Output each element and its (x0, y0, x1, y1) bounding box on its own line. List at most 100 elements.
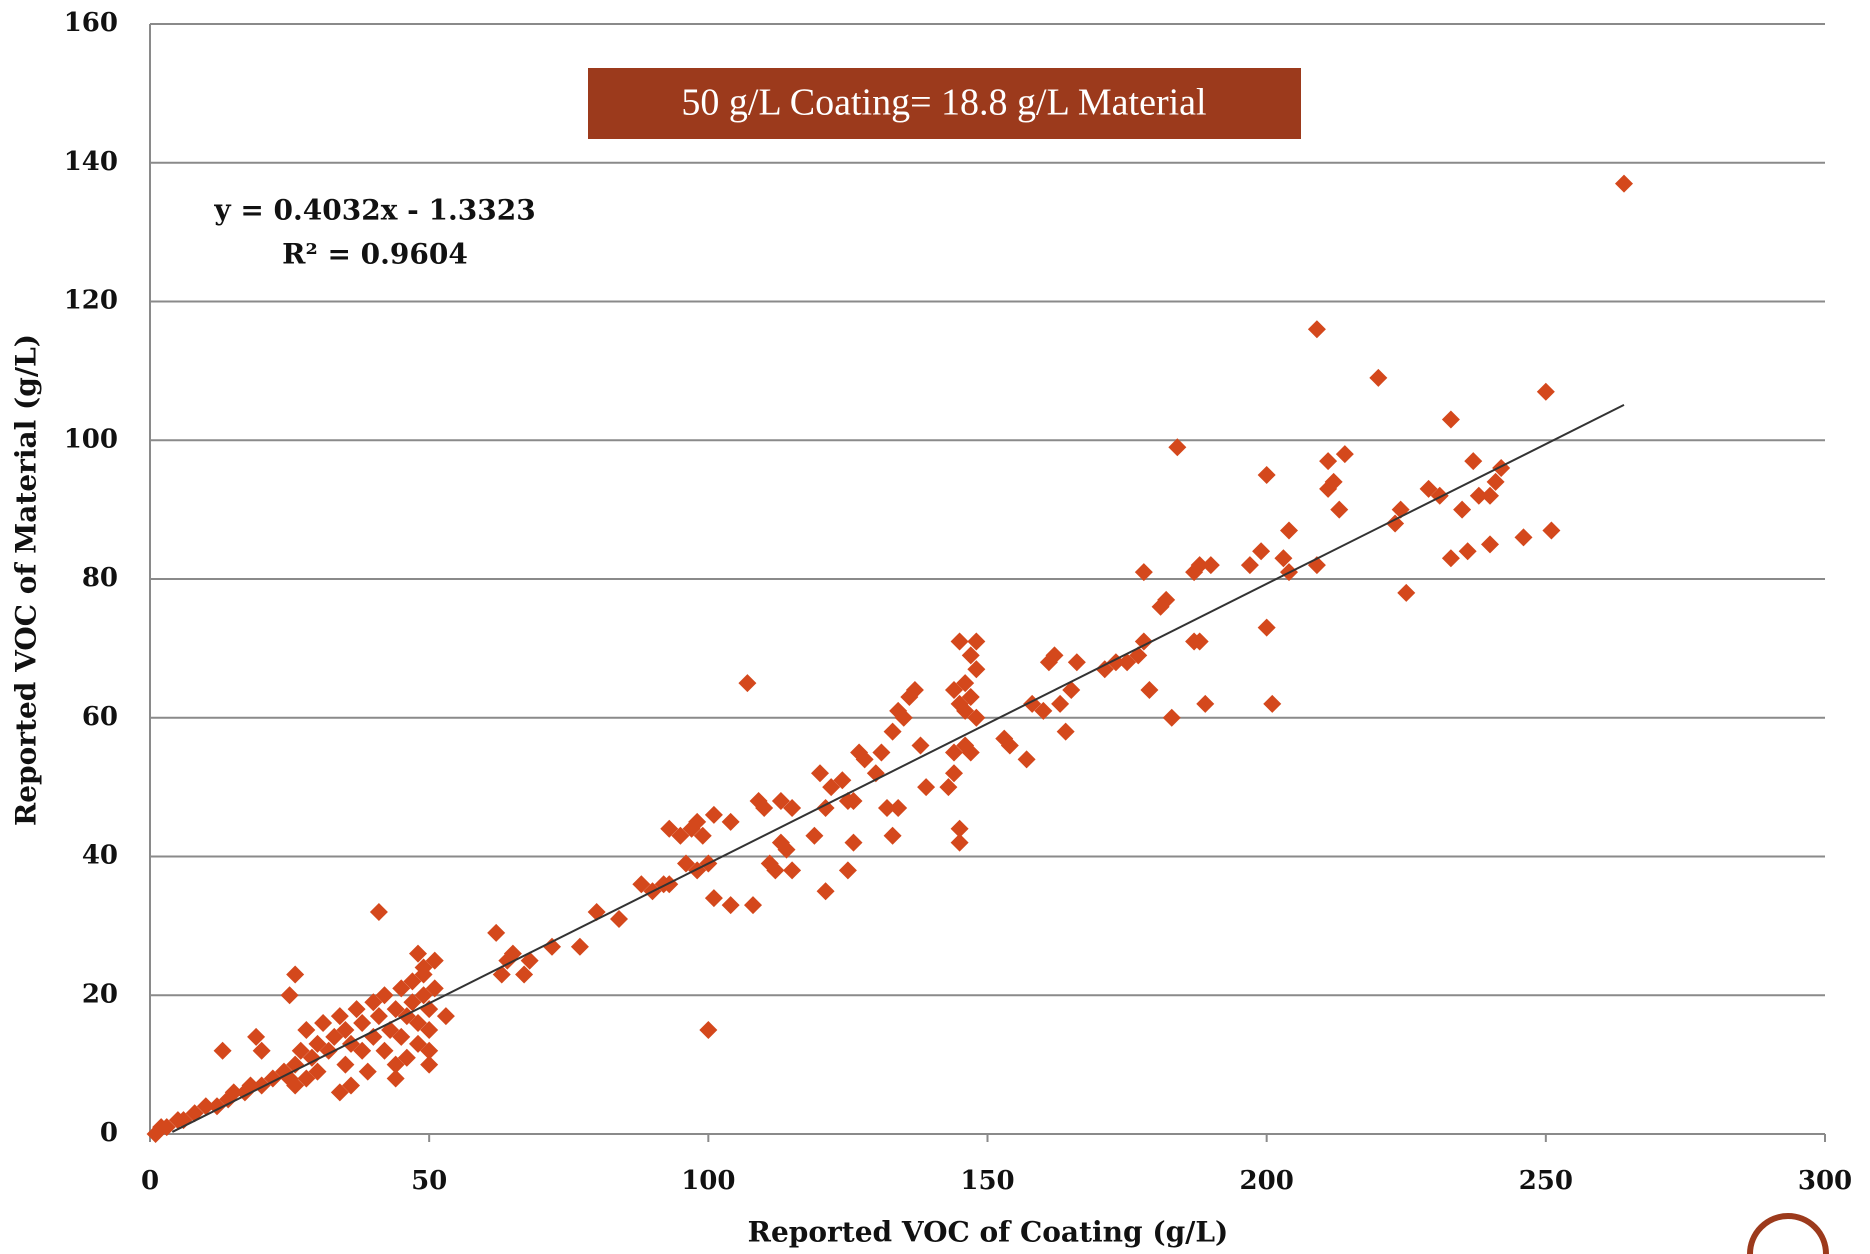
point (1095, 660, 1114, 679)
y-axis-label: Reported VOC of Material (g/L) (10, 334, 43, 826)
point (386, 1000, 405, 1019)
y-tick-label: 140 (64, 147, 118, 177)
point (1280, 521, 1298, 540)
point (632, 875, 651, 894)
point (1168, 438, 1187, 457)
point (425, 979, 444, 998)
point (409, 1014, 427, 1032)
point (1419, 479, 1438, 498)
point (967, 632, 986, 651)
point (375, 986, 394, 1005)
point (543, 937, 561, 956)
point (1453, 500, 1472, 519)
point (286, 1076, 305, 1095)
point (1062, 681, 1081, 699)
point (487, 923, 506, 942)
point (956, 701, 975, 720)
point (1257, 465, 1276, 484)
point (291, 1041, 310, 1060)
point (1252, 542, 1271, 561)
point (358, 1062, 377, 1081)
point (409, 1034, 427, 1053)
point (771, 833, 790, 852)
point (302, 1048, 321, 1067)
point (364, 993, 383, 1012)
point (157, 1118, 176, 1137)
point (967, 708, 986, 727)
point (386, 1055, 405, 1074)
point (196, 1097, 215, 1116)
x-tick-label: 100 (681, 1166, 735, 1196)
x-tick-label: 200 (1240, 1166, 1294, 1196)
point (693, 826, 712, 845)
point (671, 826, 690, 845)
point (1481, 486, 1499, 505)
point (386, 1069, 405, 1088)
point (950, 819, 969, 838)
point (721, 812, 740, 831)
point (766, 861, 785, 880)
point (353, 1014, 372, 1032)
point (392, 979, 411, 998)
point (515, 965, 534, 984)
point (939, 778, 958, 797)
point (883, 722, 902, 741)
point (336, 1020, 355, 1039)
point (900, 687, 919, 706)
point (336, 1055, 355, 1074)
point (1458, 542, 1477, 561)
x-tick-label: 250 (1519, 1166, 1573, 1196)
trendline (171, 403, 1625, 1133)
y-tick-label: 0 (100, 1118, 118, 1148)
point (945, 743, 963, 762)
point (878, 798, 896, 817)
point (950, 632, 969, 651)
y-tick-label: 80 (82, 563, 118, 593)
point (704, 889, 723, 908)
point (252, 1076, 271, 1095)
point (844, 792, 863, 810)
point (1397, 583, 1416, 602)
point (409, 944, 427, 963)
x-tick-label: 300 (1798, 1166, 1852, 1196)
point (755, 798, 774, 817)
point (822, 778, 841, 797)
point (1039, 653, 1058, 672)
point (308, 1034, 327, 1053)
point (1240, 556, 1259, 575)
point (783, 861, 802, 880)
point (883, 826, 902, 845)
point (945, 764, 963, 783)
point (894, 708, 913, 727)
point (833, 771, 852, 790)
point (330, 1007, 349, 1026)
point (1140, 681, 1159, 699)
point (1319, 452, 1338, 471)
point (1486, 472, 1505, 491)
point (1514, 528, 1533, 547)
x-tick-label: 50 (411, 1166, 447, 1196)
point (570, 937, 589, 956)
point (1369, 368, 1388, 387)
point (805, 826, 824, 845)
point (252, 1041, 271, 1060)
point (917, 778, 936, 797)
point (1051, 694, 1070, 713)
point (1536, 382, 1555, 401)
y-tick-label: 60 (82, 702, 118, 732)
point (330, 1083, 349, 1102)
x-tick-label: 0 (141, 1166, 159, 1196)
point (403, 993, 422, 1012)
point (414, 965, 433, 984)
point (1067, 653, 1086, 672)
point (771, 792, 790, 810)
point (369, 903, 388, 921)
point (855, 750, 874, 769)
point (375, 1041, 394, 1060)
point (1335, 445, 1354, 464)
point (498, 951, 517, 970)
point (1481, 535, 1499, 554)
point (967, 660, 986, 679)
annotation: 50 g/L Coating= 18.8 g/L Material (681, 82, 1206, 124)
